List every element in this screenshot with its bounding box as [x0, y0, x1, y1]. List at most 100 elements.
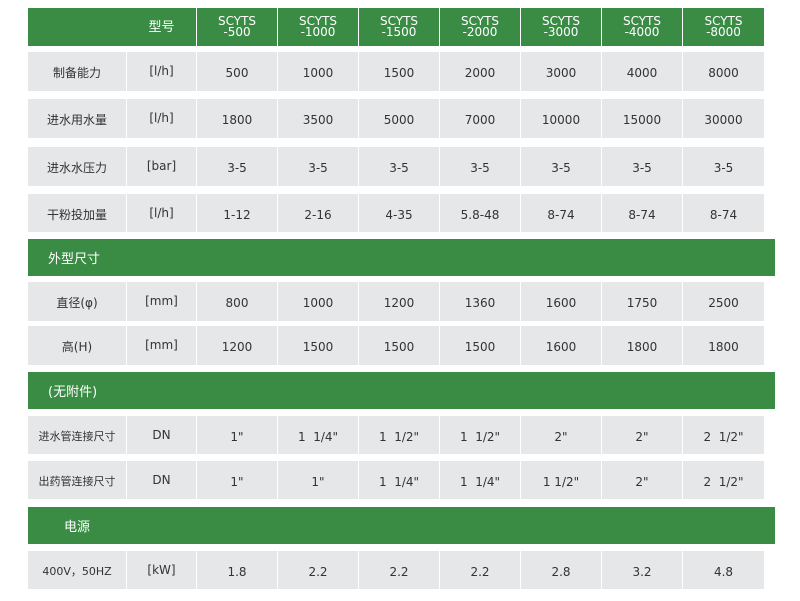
row-unit: [l/h] [127, 52, 197, 91]
row-value: 1" [197, 461, 278, 499]
model-header: SCYTS -2000 [440, 8, 521, 46]
row-unit: [bar] [127, 147, 197, 186]
row-label: 出药管连接尺寸 [28, 461, 127, 499]
table-row: 直径(φ) [mm] 800 1000 1200 1360 1600 1750 2500 [28, 282, 775, 321]
row-value: 1500 [278, 326, 359, 365]
row-label: 进水用水量 [28, 99, 127, 138]
row-label: 直径(φ) [28, 282, 127, 321]
model-size: -1500 [381, 25, 417, 39]
row-value: 8000 [683, 52, 764, 91]
row-label: 进水管连接尺寸 [28, 416, 127, 454]
row-unit: [mm] [127, 282, 197, 321]
model-header: SCYTS -8000 [683, 8, 764, 46]
model-size: -8000 [706, 25, 741, 39]
row-value: 1500 [359, 52, 440, 91]
row-value: 2" [521, 416, 602, 454]
row-value: 2.2 [440, 551, 521, 589]
row-value: 1000 [278, 52, 359, 91]
row-value: 800 [197, 282, 278, 321]
row-value: 1200 [197, 326, 278, 365]
row-value: 3500 [278, 99, 359, 138]
header-blank [28, 8, 127, 46]
model-name: SCYTS [622, 14, 662, 28]
model-size: -500 [223, 25, 251, 39]
row-value: 1360 [440, 282, 521, 321]
section-header: (无附件) [28, 372, 775, 409]
row-label: 进水水压力 [28, 147, 127, 186]
row-value: 5.8-48 [440, 194, 521, 232]
row-value: 500 [197, 52, 278, 91]
row-label: 400V，50HZ [28, 551, 127, 589]
model-size: -1000 [300, 25, 336, 39]
row-value: 1800 [683, 326, 764, 365]
model-size: -4000 [624, 25, 660, 39]
row-unit: [kW] [127, 551, 197, 589]
row-value: 2" [602, 416, 683, 454]
row-value: 8-74 [683, 194, 764, 232]
table-row: 高(H) [mm] 1200 1500 1500 1500 1600 1800 1800 [28, 326, 775, 365]
row-value: 8-74 [602, 194, 683, 232]
model-name: SCYTS [298, 14, 338, 28]
model-size: -3000 [543, 25, 579, 39]
table-row: 400V，50HZ [kW] 1.8 2.2 2.2 2.2 2.8 3.2 4.8 [28, 551, 775, 589]
row-value: 2500 [683, 282, 764, 321]
row-unit: DN [127, 416, 197, 454]
row-value: 3000 [521, 52, 602, 91]
header-row: 型号 SCYTS -500 SCYTS -1000 SCYTS -1500 SCYTS -200… [28, 8, 775, 46]
table-row: 进水用水量 [l/h] 1800 3500 5000 7000 10000 15000 3000… [28, 99, 775, 138]
row-value: 1200 [359, 282, 440, 321]
model-name: SCYTS [704, 14, 743, 28]
row-value: 1750 [602, 282, 683, 321]
row-value: 8-74 [521, 194, 602, 232]
table-row: 干粉投加量 [l/h] 1-12 2-16 4-35 5.8-48 8-74 8-74 8-74 [28, 194, 775, 232]
table-row: 进水水压力 [bar] 3-5 3-5 3-5 3-5 3-5 3-5 3-5 [28, 147, 775, 186]
row-value: 4-35 [359, 194, 440, 232]
row-value: 3-5 [278, 147, 359, 186]
row-value: 1 1/4" [440, 461, 521, 499]
row-value: 3-5 [359, 147, 440, 186]
row-unit: [l/h] [127, 194, 197, 232]
row-value: 2-16 [278, 194, 359, 232]
row-value: 2 1/2" [683, 416, 764, 454]
header-model-label: 型号 [127, 8, 197, 46]
row-value: 3-5 [602, 147, 683, 186]
row-value: 5000 [359, 99, 440, 138]
model-header: SCYTS -4000 [602, 8, 683, 46]
table-row: 进水管连接尺寸 DN 1" 1 1/4" 1 1/2" 1 1/2" 2" 2" 2 1/2" [28, 416, 775, 454]
row-value: 1" [278, 461, 359, 499]
model-name: SCYTS [460, 14, 500, 28]
row-value: 4.8 [683, 551, 764, 589]
row-value: 2" [602, 461, 683, 499]
model-header: SCYTS -1500 [359, 8, 440, 46]
model-name: SCYTS [217, 14, 257, 28]
row-value: 2.2 [278, 551, 359, 589]
row-unit: DN [127, 461, 197, 499]
row-value: 1" [197, 416, 278, 454]
row-value: 1800 [197, 99, 278, 138]
model-header: SCYTS -500 [197, 8, 278, 46]
row-value: 1500 [359, 326, 440, 365]
row-value: 3.2 [602, 551, 683, 589]
row-value: 1 1/2" [359, 416, 440, 454]
model-size: -2000 [462, 25, 498, 39]
row-value: 1-12 [197, 194, 278, 232]
row-value: 3-5 [440, 147, 521, 186]
row-unit: [mm] [127, 326, 197, 365]
row-label: 干粉投加量 [28, 194, 127, 232]
row-label: 高(H) [28, 326, 127, 365]
model-header: SCYTS -3000 [521, 8, 602, 46]
row-value: 3-5 [197, 147, 278, 186]
section-header: 电源 [28, 507, 775, 544]
row-value: 1800 [602, 326, 683, 365]
model-name: SCYTS [379, 14, 419, 28]
row-value: 1600 [521, 282, 602, 321]
row-value: 1 1/2" [440, 416, 521, 454]
row-value: 4000 [602, 52, 683, 91]
row-value: 3-5 [521, 147, 602, 186]
row-value: 2 1/2" [683, 461, 764, 499]
row-value: 1 1/2" [521, 461, 602, 499]
row-value: 1500 [440, 326, 521, 365]
section-header: 外型尺寸 [28, 239, 775, 276]
row-value: 7000 [440, 99, 521, 138]
row-label: 制备能力 [28, 52, 127, 91]
